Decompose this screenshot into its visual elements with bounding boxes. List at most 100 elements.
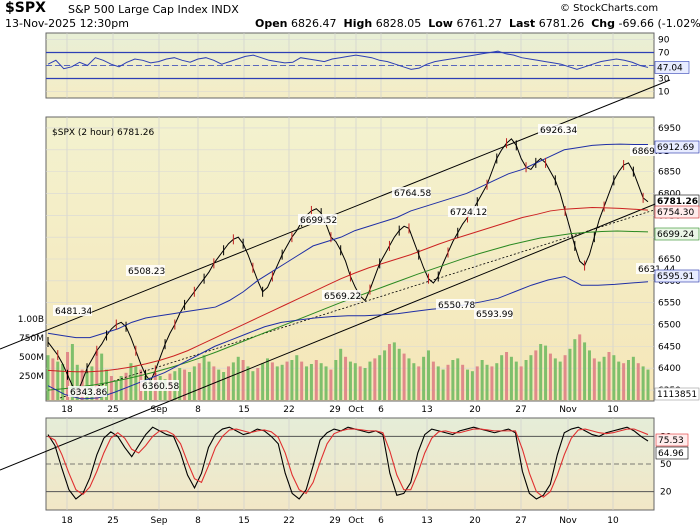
volume-bar [514,361,518,400]
volume-bar [241,360,245,400]
volume-bar [295,355,299,400]
volume-bar [490,366,494,400]
volume-bar [441,369,445,400]
right-label: 6699.24 [657,230,694,240]
volume-bar [597,361,601,400]
annotation-bg [436,299,475,310]
volume-bar [612,355,616,400]
price-annotation: 6569.22 [324,292,361,302]
price-candles-line [47,138,649,394]
annotation-bg [140,380,179,391]
volume-bar [431,361,435,400]
channel-lower-line [0,197,671,471]
volume-bar [446,364,450,400]
stochastic-slow-line [47,428,649,498]
volume-bar [373,358,377,400]
x-tick-label: 22 [283,405,294,415]
price-y-tick: 6950 [658,124,681,134]
volume-bar [129,363,133,400]
volume-bar [573,339,577,400]
volume-bar [319,363,323,400]
price-legend: $SPX (2 hour) 6781.26 [52,128,154,138]
volume-bar [475,366,479,400]
price-annotation: 6764.58 [394,189,431,199]
volume-bar [412,363,416,400]
rsi-y-tick: 70 [658,49,670,59]
volume-bar [631,356,635,400]
volume-bar [451,360,455,400]
volume-bar [61,364,65,400]
volume-bar [378,355,382,400]
volume-tick: 500M [19,353,44,363]
x-tick-label: 13 [421,405,432,415]
chart-datetime: 13-Nov-2025 12:30pm [5,17,129,30]
stochastic-last-label: 75.53 [658,436,684,446]
chg-value: -69.66 (-1.02%) [618,17,700,30]
volume-bar [622,363,626,400]
volume-bar [105,369,109,400]
stochastic-plot [46,426,654,500]
x-tick-label: 18 [61,516,73,526]
annotation-bg [630,145,669,156]
volume-bar [202,355,206,400]
volume-bars [46,334,650,400]
high-value: 6828.05 [375,17,422,30]
volume-bar [187,372,191,400]
volume-bar [334,360,338,400]
upper-bollinger-line [47,143,648,339]
volume-bar [617,361,621,400]
x-tick-label: 10 [607,516,619,526]
right-label-box [654,205,700,219]
annotation-bg [636,263,675,274]
price-annotation: 6926.34 [540,126,577,136]
annotation-bg [126,265,165,276]
axis-labels: 18 18 25 25 Sep Sep 8 8 15 15 22 22 29 29 Oct Oct 6 6 13 13… [18,36,700,526]
volume-bar [587,350,591,400]
volume-bar [217,369,221,400]
price-y-tick: 6400 [658,364,681,374]
volume-bar [456,358,460,400]
price-y-tick: 6450 [658,342,681,352]
right-label-box [654,140,700,154]
volume-bar [266,358,270,400]
volume-bar [519,366,523,400]
volume-bar [461,364,465,400]
price-y-tick: 6500 [658,321,681,331]
volume-bar [470,371,474,400]
right-label: 1113851 [657,390,697,400]
volume-bar [422,356,426,400]
volume-bar [636,363,640,400]
price-annotation: 6508.23 [128,267,165,277]
price-y-tick: 6850 [658,168,681,178]
volume-bar [51,358,55,400]
right-label: 6912.69 [657,143,694,153]
volume-bar [529,355,533,400]
volume-bar [251,371,255,400]
annotation-bg [392,187,431,198]
right-label-box [654,387,700,401]
volume-bar [626,360,630,400]
annotation-bg [474,308,513,319]
volume-bar [192,366,196,400]
volume-bar [505,352,509,400]
price-y-tick: 6650 [658,255,681,265]
volume-bar [109,376,113,400]
volume-bar [544,345,548,400]
volume-bar [402,353,406,400]
copyright-text: © StockCharts.com [560,3,659,14]
x-tick-label: 15 [238,405,249,415]
volume-bar [641,366,645,400]
volume-tick: 1.00B [18,315,44,325]
volume-bar [75,364,79,400]
volume-bar [270,362,274,400]
symbol-title: $SPX [5,0,46,16]
x-tick-label: 18 [61,405,73,415]
volume-bar [207,361,211,400]
x-tick-label: 20 [469,405,481,415]
volume-bar [134,366,138,400]
ma-red-line [47,206,649,373]
x-tick-label: 25 [107,516,118,526]
volume-bar [46,355,50,400]
stochastic-label-box [655,433,689,447]
volume-bar [534,350,538,400]
